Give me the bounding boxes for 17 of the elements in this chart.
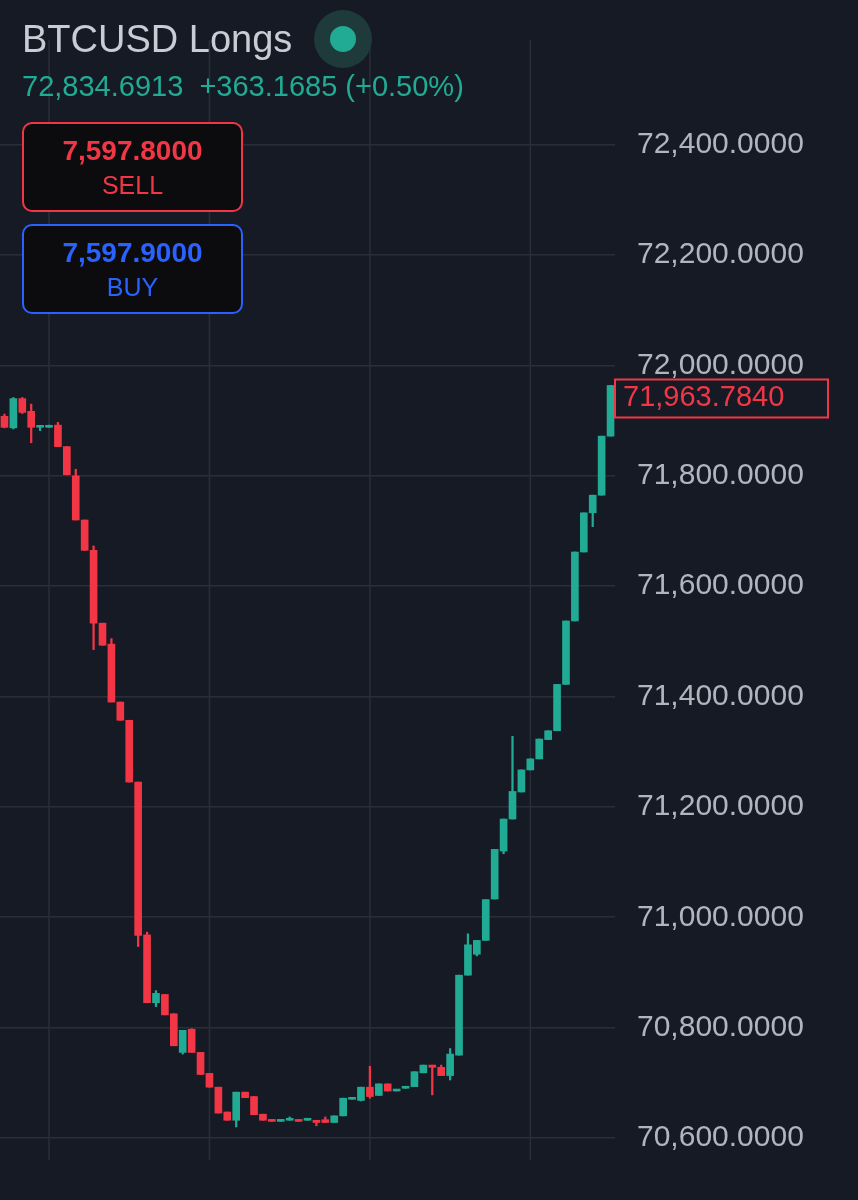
y-tick-label: 70,800.0000 — [637, 1008, 804, 1042]
annotation: 7,597.8000 — [61, 134, 204, 167]
y-tick-label: 72,200.0000 — [637, 236, 804, 270]
text: 71,963.7840 — [623, 380, 785, 413]
y-tick-label: 71,800.0000 — [637, 457, 804, 491]
y-tick-label: 72,400.0000 — [637, 126, 804, 160]
chart-title: BTCUSD Longs — [22, 17, 293, 61]
annotation: SELL — [100, 170, 165, 200]
y-tick-label: 72,000.0000 — [637, 346, 804, 380]
annotation: 7,597.9000 — [61, 236, 204, 269]
text: 72,834.6913 +363.1685 (+0.50%) — [22, 70, 464, 103]
y-tick-label: 71,000.0000 — [637, 898, 804, 932]
annotation: BUY — [105, 272, 160, 302]
y-tick-label: 71,400.0000 — [637, 677, 804, 711]
y-tick-label: 70,600.0000 — [637, 1119, 804, 1153]
y-tick-label: 71,600.0000 — [637, 567, 804, 601]
y-tick-label: 71,200.0000 — [637, 788, 804, 822]
